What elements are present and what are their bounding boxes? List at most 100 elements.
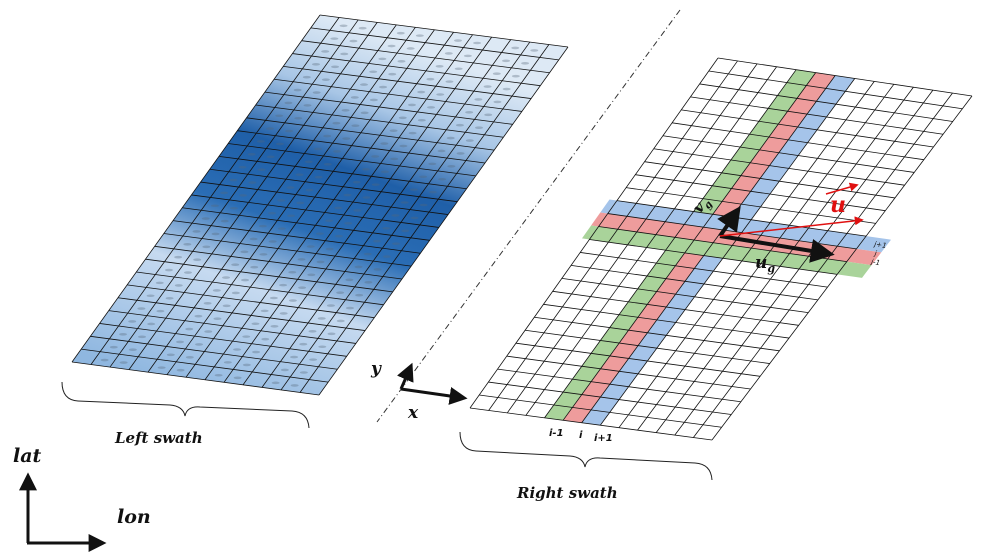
left-swath-speckle [409,188,418,191]
left-swath-speckle [279,312,288,315]
left-swath-speckle [210,204,219,208]
left-swath-speckle [231,291,240,295]
left-swath-grid-line [200,181,449,215]
left-swath-speckle [307,273,316,277]
left-swath-grid-line [209,168,458,203]
left-swath-speckle [308,330,317,333]
left-swath-grid-line [182,207,430,241]
left-swath-speckle [455,123,464,127]
left-swath-speckle [331,65,340,69]
left-swath-speckle [484,113,493,117]
left-swath-speckle [222,276,231,279]
left-swath-speckle [298,286,307,289]
left-swath-fill [72,15,568,395]
right-swath-grid-line [681,109,934,148]
left-swath-speckle [214,373,223,377]
left-swath-speckle [193,258,202,261]
left-swath-speckle [176,368,185,372]
left-swath-speckle [410,216,419,220]
left-swath-speckle [156,309,165,313]
left-swath-speckle [419,203,428,207]
right-swath-grid-line [543,303,790,339]
left-swath-speckle [333,150,342,153]
y-axis-label: y [370,359,382,379]
right-swath-grid-line [497,368,741,403]
left-swath-speckle [201,217,210,220]
left-swath-speckle [223,361,232,364]
left-swath-speckle [109,345,118,349]
left-swath-speckle [261,337,270,341]
left-swath-speckle [249,237,258,241]
left-swath-speckle [242,335,251,338]
left-swath-speckle [266,155,275,159]
right-swath-grid-line [469,407,713,441]
left-swath-speckle [454,39,463,42]
left-swath-grid-line [154,245,403,280]
left-swath-speckle [137,307,146,310]
right-swath-grid-line [506,63,758,414]
left-swath-speckle [339,24,348,28]
left-swath-speckle [502,59,511,63]
right-swath-grid-line [562,72,817,421]
left-swath-speckle [233,348,242,351]
right-swath-grid-line [690,96,944,135]
left-swath-speckle [389,129,398,132]
local-vectors [717,182,864,263]
right-swath-grid-line [552,290,799,326]
left-swath-speckle [380,170,389,174]
left-swath-speckle [465,111,474,114]
left-swath-speckle [350,96,359,99]
right-swath-highlight-bands [544,69,891,426]
left-swath-grid-line [204,31,454,381]
left-swath-speckle [241,278,250,282]
left-swath-speckle [446,136,455,140]
left-swath-grid-line [136,271,384,306]
left-swath-speckle [391,214,400,217]
left-swath-speckle [325,247,334,251]
left-swath-speckle [417,90,426,94]
left-swath-speckle [250,265,259,269]
left-swath-speckle [240,250,249,254]
right-swath-grid-line [598,226,847,263]
left-swath-grid-line [185,29,435,378]
left-swath-speckle [474,98,483,101]
left-swath-grid-line [191,194,439,228]
left-swath-speckle [361,167,370,171]
right-swath-grid-line [589,239,838,275]
right-swath-grid-line [662,135,915,173]
left-swath-speckle [511,74,520,78]
left-swath-speckle [473,41,482,45]
right-swath-grid-line [653,148,905,186]
right-swath-grid [469,57,973,441]
left-swath-speckle [247,153,256,156]
lat-axis-label: lat [13,445,42,467]
left-swath-speckle [202,245,211,249]
left-swath-speckle [323,162,332,166]
left-swath-speckle [341,109,350,112]
left-swath-speckle [212,289,221,292]
right-swath-grid-line [637,84,895,431]
left-swath-speckle [327,332,336,336]
left-swath-speckle [248,181,257,184]
left-swath-speckle [392,242,401,245]
left-swath-speckle [305,188,314,192]
left-swath-speckle [138,335,147,339]
left-swath-speckle [380,142,389,145]
left-swath-speckle [277,199,286,202]
y-axis-arrow [397,362,414,390]
left-swath-speckle [355,293,364,297]
left-swath-speckle [323,134,332,138]
right-swath-grid-line [616,200,867,237]
left-swath-speckle [165,296,174,300]
left-swath-grid-line [228,143,476,177]
left-swath-speckle [280,368,289,372]
left-swath-speckle [166,353,175,357]
left-swath-grid-line [71,14,321,363]
left-swath-speckle [204,330,213,333]
left-swath-speckle [387,44,396,48]
row-label-next: j+1 [873,240,887,250]
left-swath-grid-line [274,78,522,112]
left-swath-speckle [203,302,212,305]
left-swath-speckle [371,155,380,158]
left-swath-speckle [183,271,192,274]
